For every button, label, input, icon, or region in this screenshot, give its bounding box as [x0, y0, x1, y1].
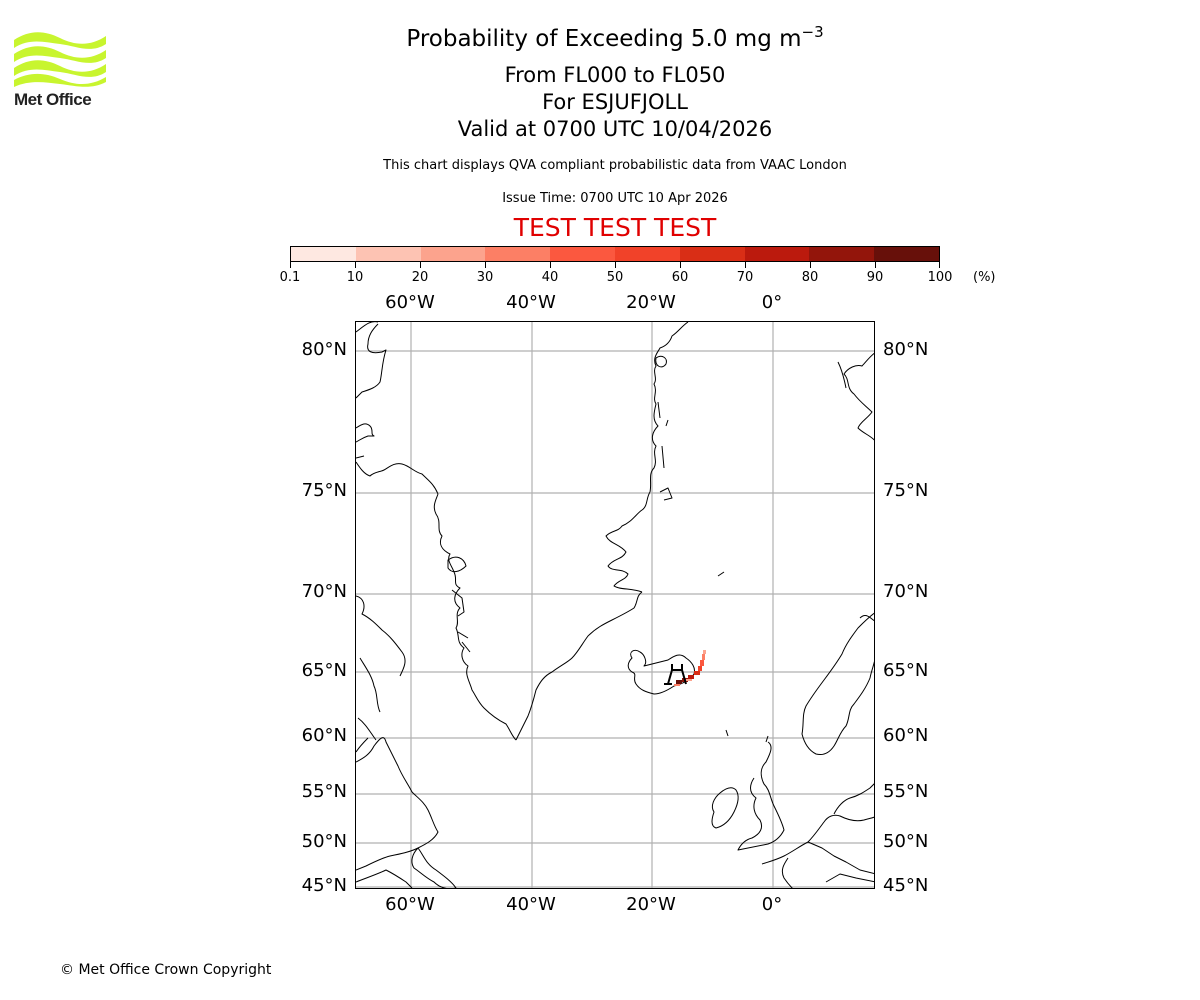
- colorbar-tick: [939, 262, 940, 268]
- graticule: [356, 322, 874, 888]
- probability-colorbar: [290, 246, 940, 262]
- colorbar-segment: [744, 247, 810, 261]
- chart-title-main: Probability of Exceeding 5.0 mg m: [406, 26, 802, 52]
- volcano-name: For ESJUFJOLL: [542, 90, 688, 114]
- lon-label-top-60w: 60°W: [385, 292, 435, 313]
- copyright-notice: © Met Office Crown Copyright: [60, 962, 272, 978]
- lat-label-left-50n: 50°N: [301, 831, 347, 852]
- colorbar-tick: [420, 262, 421, 268]
- lat-label-left-55n: 55°N: [301, 781, 347, 802]
- lon-label-bottom-0: 0°: [761, 894, 783, 915]
- lat-label-right-75n: 75°N: [883, 480, 929, 501]
- lat-label-right-55n: 55°N: [883, 781, 929, 802]
- chart-title-superscript: −3: [801, 23, 824, 41]
- test-banner: TEST TEST TEST: [513, 213, 717, 242]
- colorbar-tick-label: 60: [671, 270, 689, 285]
- colorbar-tick: [745, 262, 746, 268]
- colorbar-tick: [485, 262, 486, 268]
- colorbar-tick: [290, 262, 291, 268]
- colorbar-tick-label: 0.1: [279, 270, 301, 285]
- coastlines: [356, 322, 874, 888]
- lat-label-right-80n: 80°N: [883, 339, 929, 360]
- colorbar-tick: [875, 262, 876, 268]
- lon-label-bottom-60w: 60°W: [385, 894, 435, 915]
- colorbar-segment: [550, 247, 615, 261]
- colorbar-segment: [355, 247, 421, 261]
- met-office-logo: Met Office: [14, 30, 106, 110]
- lat-label-right-70n: 70°N: [883, 581, 929, 602]
- colorbar-tick-label: 50: [606, 270, 624, 285]
- colorbar-segment: [809, 247, 875, 261]
- colorbar-tick: [615, 262, 616, 268]
- met-office-wordmark: Met Office: [14, 90, 92, 109]
- lat-label-right-65n: 65°N: [883, 660, 929, 681]
- colorbar-unit: (%): [973, 270, 996, 285]
- lat-label-left-60n: 60°N: [301, 725, 347, 746]
- lon-label-top-0: 0°: [761, 292, 783, 313]
- colorbar-tick-label: 40: [541, 270, 559, 285]
- lon-label-bottom-20w: 20°W: [626, 894, 676, 915]
- lat-label-left-75n: 75°N: [301, 480, 347, 501]
- lat-label-left-45n: 45°N: [301, 875, 347, 896]
- chart-description: This chart displays QVA compliant probab…: [383, 158, 847, 173]
- colorbar-segment: [485, 247, 551, 261]
- colorbar-tick: [810, 262, 811, 268]
- lat-label-right-50n: 50°N: [883, 831, 929, 852]
- colorbar-tick: [550, 262, 551, 268]
- colorbar-segment: [291, 247, 356, 261]
- map-canvas: [356, 322, 874, 888]
- lat-label-left-80n: 80°N: [301, 339, 347, 360]
- map-panel[interactable]: [355, 321, 875, 889]
- colorbar-segment: [679, 247, 745, 261]
- colorbar-segment: [614, 247, 680, 261]
- colorbar-tick-label: 80: [801, 270, 819, 285]
- colorbar-tick: [680, 262, 681, 268]
- valid-time: Valid at 0700 UTC 10/04/2026: [457, 117, 773, 141]
- colorbar-tick-label: 30: [476, 270, 494, 285]
- colorbar-tick: [355, 262, 356, 268]
- lon-label-top-40w: 40°W: [506, 292, 556, 313]
- met-office-waves-icon: [14, 32, 106, 87]
- lat-label-left-70n: 70°N: [301, 581, 347, 602]
- colorbar-segment: [420, 247, 486, 261]
- lat-label-right-45n: 45°N: [883, 875, 929, 896]
- colorbar-ticks: [290, 262, 940, 268]
- lat-label-right-60n: 60°N: [883, 725, 929, 746]
- colorbar-tick-label: 10: [346, 270, 364, 285]
- lat-label-left-65n: 65°N: [301, 660, 347, 681]
- colorbar-tick-labels: 0.1 10 20 30 40 50 60 70 80 90 100: [280, 270, 953, 286]
- colorbar-tick-label: 100: [927, 270, 953, 285]
- colorbar-tick-label: 20: [411, 270, 429, 285]
- issue-time: Issue Time: 0700 UTC 10 Apr 2026: [502, 191, 728, 206]
- lon-label-bottom-40w: 40°W: [506, 894, 556, 915]
- flight-level-range: From FL000 to FL050: [504, 63, 726, 87]
- colorbar-tick-label: 90: [866, 270, 884, 285]
- lon-label-top-20w: 20°W: [626, 292, 676, 313]
- colorbar-segment: [874, 247, 939, 261]
- chart-title: Probability of Exceeding 5.0 mg m−3: [0, 23, 1200, 52]
- volcano-icon: [664, 664, 687, 685]
- colorbar-tick-label: 70: [736, 270, 754, 285]
